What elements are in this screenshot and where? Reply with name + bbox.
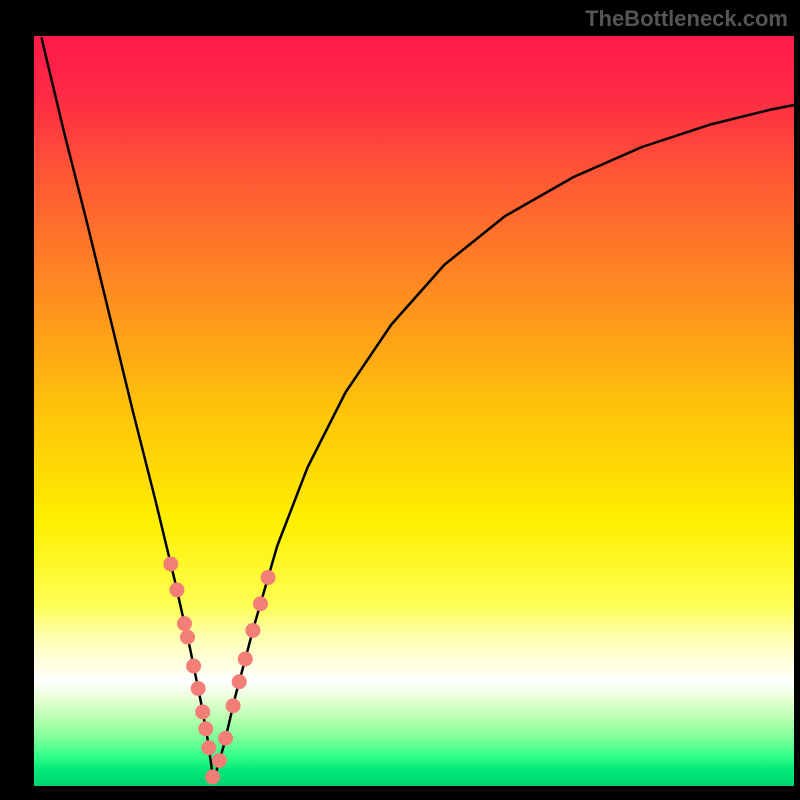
data-marker	[198, 721, 213, 736]
data-marker	[253, 596, 268, 611]
watermark-text: TheBottleneck.com	[585, 6, 788, 32]
data-marker	[191, 681, 206, 696]
data-marker	[195, 704, 210, 719]
data-marker	[218, 731, 233, 746]
data-marker	[163, 557, 178, 572]
data-marker	[245, 623, 260, 638]
data-marker	[226, 698, 241, 713]
data-marker	[186, 659, 201, 674]
data-marker	[205, 770, 220, 785]
data-marker	[177, 616, 192, 631]
data-marker	[238, 651, 253, 666]
data-marker	[212, 753, 227, 768]
data-marker	[169, 582, 184, 597]
chart-svg	[34, 36, 794, 786]
data-marker	[261, 570, 276, 585]
bottleneck-curve	[42, 38, 794, 777]
plot-area	[34, 36, 794, 786]
data-marker	[180, 630, 195, 645]
data-marker	[201, 740, 216, 755]
marker-group	[163, 557, 275, 785]
data-marker	[232, 674, 247, 689]
chart-container: TheBottleneck.com	[0, 0, 800, 800]
